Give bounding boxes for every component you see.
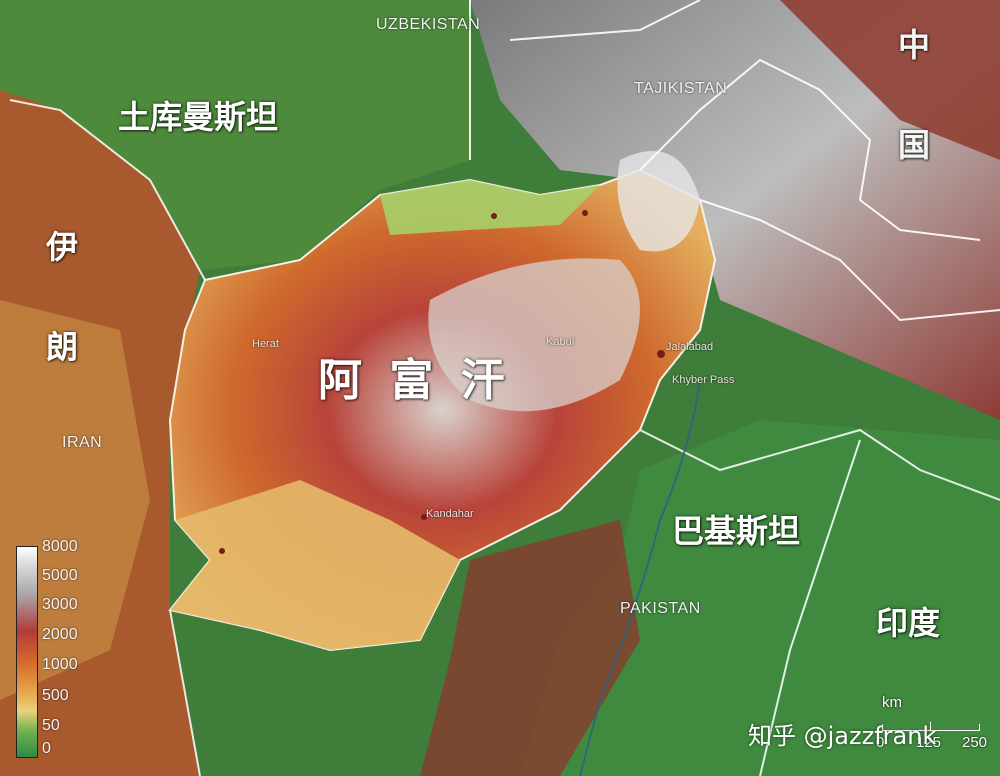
legend-tick: 500: [42, 687, 69, 704]
hindu-kush: [428, 258, 640, 412]
uzbekistan-label: UZBEKISTAN: [376, 16, 481, 33]
scale-mid-tick: [930, 722, 931, 730]
india-label: 印度: [876, 604, 941, 642]
china-label-1: 中: [898, 26, 931, 64]
legend-tick: 50: [42, 717, 60, 734]
city-herat: Herat: [252, 338, 279, 350]
elevation-color-bar: [16, 546, 38, 758]
pakistan-plain: [520, 420, 1000, 776]
scale-tick: 125: [916, 734, 942, 751]
scale-bar: km 0 125 250: [868, 694, 992, 764]
afghanistan-label: 阿 富 汗: [318, 355, 511, 406]
city-khyber-pass: Khyber Pass: [672, 374, 735, 386]
scale-line: [882, 724, 980, 731]
pakistan-label: 巴基斯坦: [672, 512, 801, 550]
elevation-legend: 8000 5000 3000 2000 1000 500 50 0: [16, 538, 106, 758]
pakistan-en-label: PAKISTAN: [620, 600, 701, 617]
pamir-highlands: [470, 0, 1000, 420]
legend-tick: 0: [42, 740, 51, 757]
southern-desert: [170, 480, 460, 650]
iran-label-1: 伊: [46, 228, 79, 266]
legend-tick: 2000: [42, 626, 78, 643]
turkmenistan-label: 土库曼斯坦: [118, 98, 279, 136]
scale-tick: 0: [876, 734, 885, 751]
legend-tick: 1000: [42, 656, 78, 673]
watermark: 知乎 @jazzfrank: [748, 722, 937, 750]
legend-tick: 5000: [42, 567, 78, 584]
scale-unit: km: [882, 694, 902, 711]
turkmenistan-plain: [0, 0, 470, 270]
city-kabul: Kabul: [546, 336, 575, 348]
tajikistan-label: TAJIKISTAN: [634, 80, 728, 97]
china-label-2: 国: [898, 126, 931, 164]
city-jalalabad: Jalalabad: [666, 341, 714, 353]
legend-tick: 8000: [42, 538, 78, 555]
northern-plain: [380, 180, 600, 235]
iran-label-2: 朗: [46, 328, 79, 366]
legend-tick: 3000: [42, 596, 78, 613]
city-kandahar: Kandahar: [426, 508, 474, 520]
iran-en-label: IRAN: [62, 434, 103, 451]
scale-tick: 250: [962, 734, 988, 751]
